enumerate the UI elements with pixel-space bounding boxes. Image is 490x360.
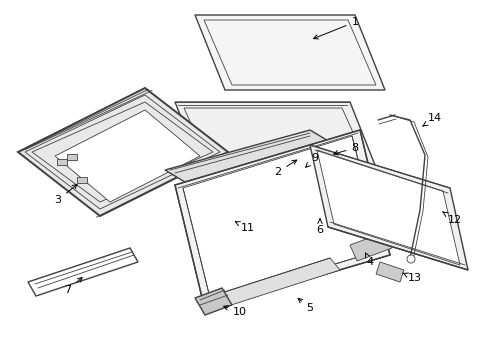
Text: 2: 2 xyxy=(274,160,297,177)
Polygon shape xyxy=(310,145,468,270)
Polygon shape xyxy=(55,110,200,202)
Polygon shape xyxy=(317,150,460,265)
Text: 1: 1 xyxy=(314,17,359,39)
Polygon shape xyxy=(57,159,67,165)
Polygon shape xyxy=(210,216,230,230)
Polygon shape xyxy=(183,136,381,302)
Text: 5: 5 xyxy=(298,298,314,313)
Polygon shape xyxy=(195,288,232,315)
Circle shape xyxy=(407,255,415,263)
Polygon shape xyxy=(290,200,345,245)
Polygon shape xyxy=(215,258,340,307)
Polygon shape xyxy=(200,204,248,234)
Polygon shape xyxy=(175,102,375,165)
Polygon shape xyxy=(195,15,385,90)
Text: 6: 6 xyxy=(317,219,323,235)
Polygon shape xyxy=(350,232,392,261)
Polygon shape xyxy=(67,154,77,160)
Text: 13: 13 xyxy=(403,273,422,283)
Text: 12: 12 xyxy=(443,212,462,225)
Text: 14: 14 xyxy=(423,113,442,126)
Polygon shape xyxy=(285,158,318,177)
Text: 11: 11 xyxy=(235,222,255,233)
Text: 4: 4 xyxy=(366,253,373,267)
Polygon shape xyxy=(175,130,390,310)
Polygon shape xyxy=(165,130,330,182)
Text: 9: 9 xyxy=(306,153,318,167)
Polygon shape xyxy=(18,88,228,216)
Polygon shape xyxy=(77,177,87,183)
Text: 7: 7 xyxy=(65,278,82,295)
Text: 10: 10 xyxy=(223,306,247,317)
Text: 3: 3 xyxy=(54,184,77,205)
Polygon shape xyxy=(376,262,404,282)
Text: 8: 8 xyxy=(334,143,359,155)
